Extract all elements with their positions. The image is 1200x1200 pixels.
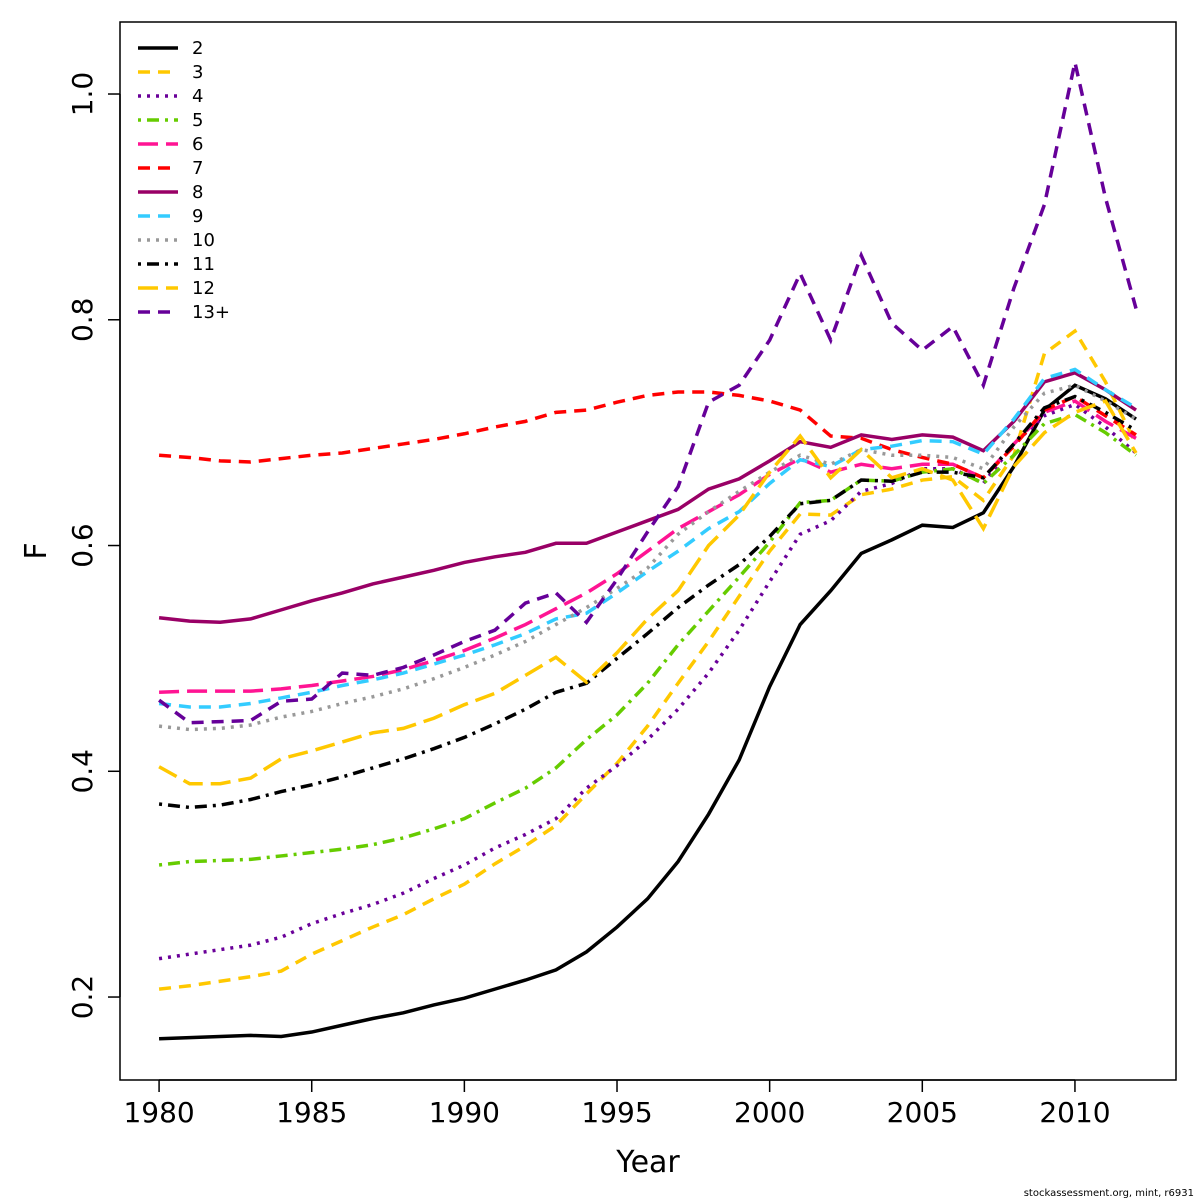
y-axis-label: F	[19, 542, 54, 559]
legend-label: 3	[192, 62, 203, 83]
series-line	[158, 383, 1137, 732]
legend-label: 2	[192, 38, 203, 59]
y-tick-label: 0.8	[66, 298, 99, 343]
series-line	[158, 328, 1138, 991]
legend-label: 9	[192, 206, 203, 227]
x-tick-label: 1980	[123, 1096, 194, 1129]
series-line	[158, 390, 1137, 480]
x-tick-label: 1985	[276, 1096, 347, 1129]
y-tick-label: 0.6	[66, 523, 99, 568]
y-tick-label: 0.2	[66, 975, 99, 1020]
series-line	[158, 367, 1137, 709]
legend-label: 11	[192, 254, 215, 275]
legend-label: 7	[192, 158, 203, 179]
series-line	[158, 370, 1137, 625]
x-tick-label: 2005	[887, 1096, 958, 1129]
legend-label: 13+	[192, 302, 230, 323]
legend-label: 6	[192, 134, 203, 155]
legend-label: 12	[192, 278, 215, 299]
x-tick-label: 1990	[429, 1096, 500, 1129]
footnote: stockassessment.org, mint, r6931	[1024, 1188, 1194, 1199]
series-line	[158, 394, 1137, 810]
y-tick-label: 0.4	[66, 749, 99, 794]
series-line	[158, 412, 1138, 867]
series-line	[158, 62, 1138, 725]
x-axis-label: Year	[615, 1145, 680, 1180]
x-tick-label: 1995	[581, 1096, 652, 1129]
series-line	[159, 383, 1137, 1041]
legend-label: 5	[192, 110, 203, 131]
legend-label: 4	[192, 86, 203, 107]
y-tick-label: 1.0	[66, 72, 99, 117]
legend-label: 8	[192, 182, 203, 203]
x-tick-label: 2000	[734, 1096, 805, 1129]
x-tick-label: 2010	[1039, 1096, 1110, 1129]
legend-label: 10	[192, 230, 215, 251]
series-line	[158, 398, 1138, 786]
series-line	[159, 399, 1137, 695]
